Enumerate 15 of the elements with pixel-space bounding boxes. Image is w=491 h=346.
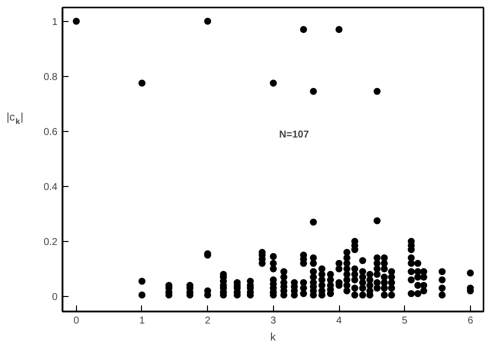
x-axis-title: k (270, 332, 276, 344)
x-tick-label: 4 (336, 316, 342, 326)
x-tick-label: 0 (74, 316, 80, 326)
x-tick-label: 1 (139, 316, 146, 326)
y-tick-label: 0.8 (44, 72, 58, 83)
y-tick-label: 0.6 (44, 126, 58, 138)
annotation: N=107 (279, 130, 310, 141)
x-tick-label: 6 (468, 316, 474, 326)
y-tick-label: 0 (52, 292, 58, 303)
x-tick-label: 2 (204, 316, 211, 326)
x-tick-label: 5 (402, 316, 408, 326)
y-tick-label: 1 (52, 16, 58, 28)
y-tick-label: 0.4 (44, 182, 58, 193)
y-tick-label: 0.2 (44, 236, 58, 248)
x-tick-label: 3 (270, 316, 277, 326)
